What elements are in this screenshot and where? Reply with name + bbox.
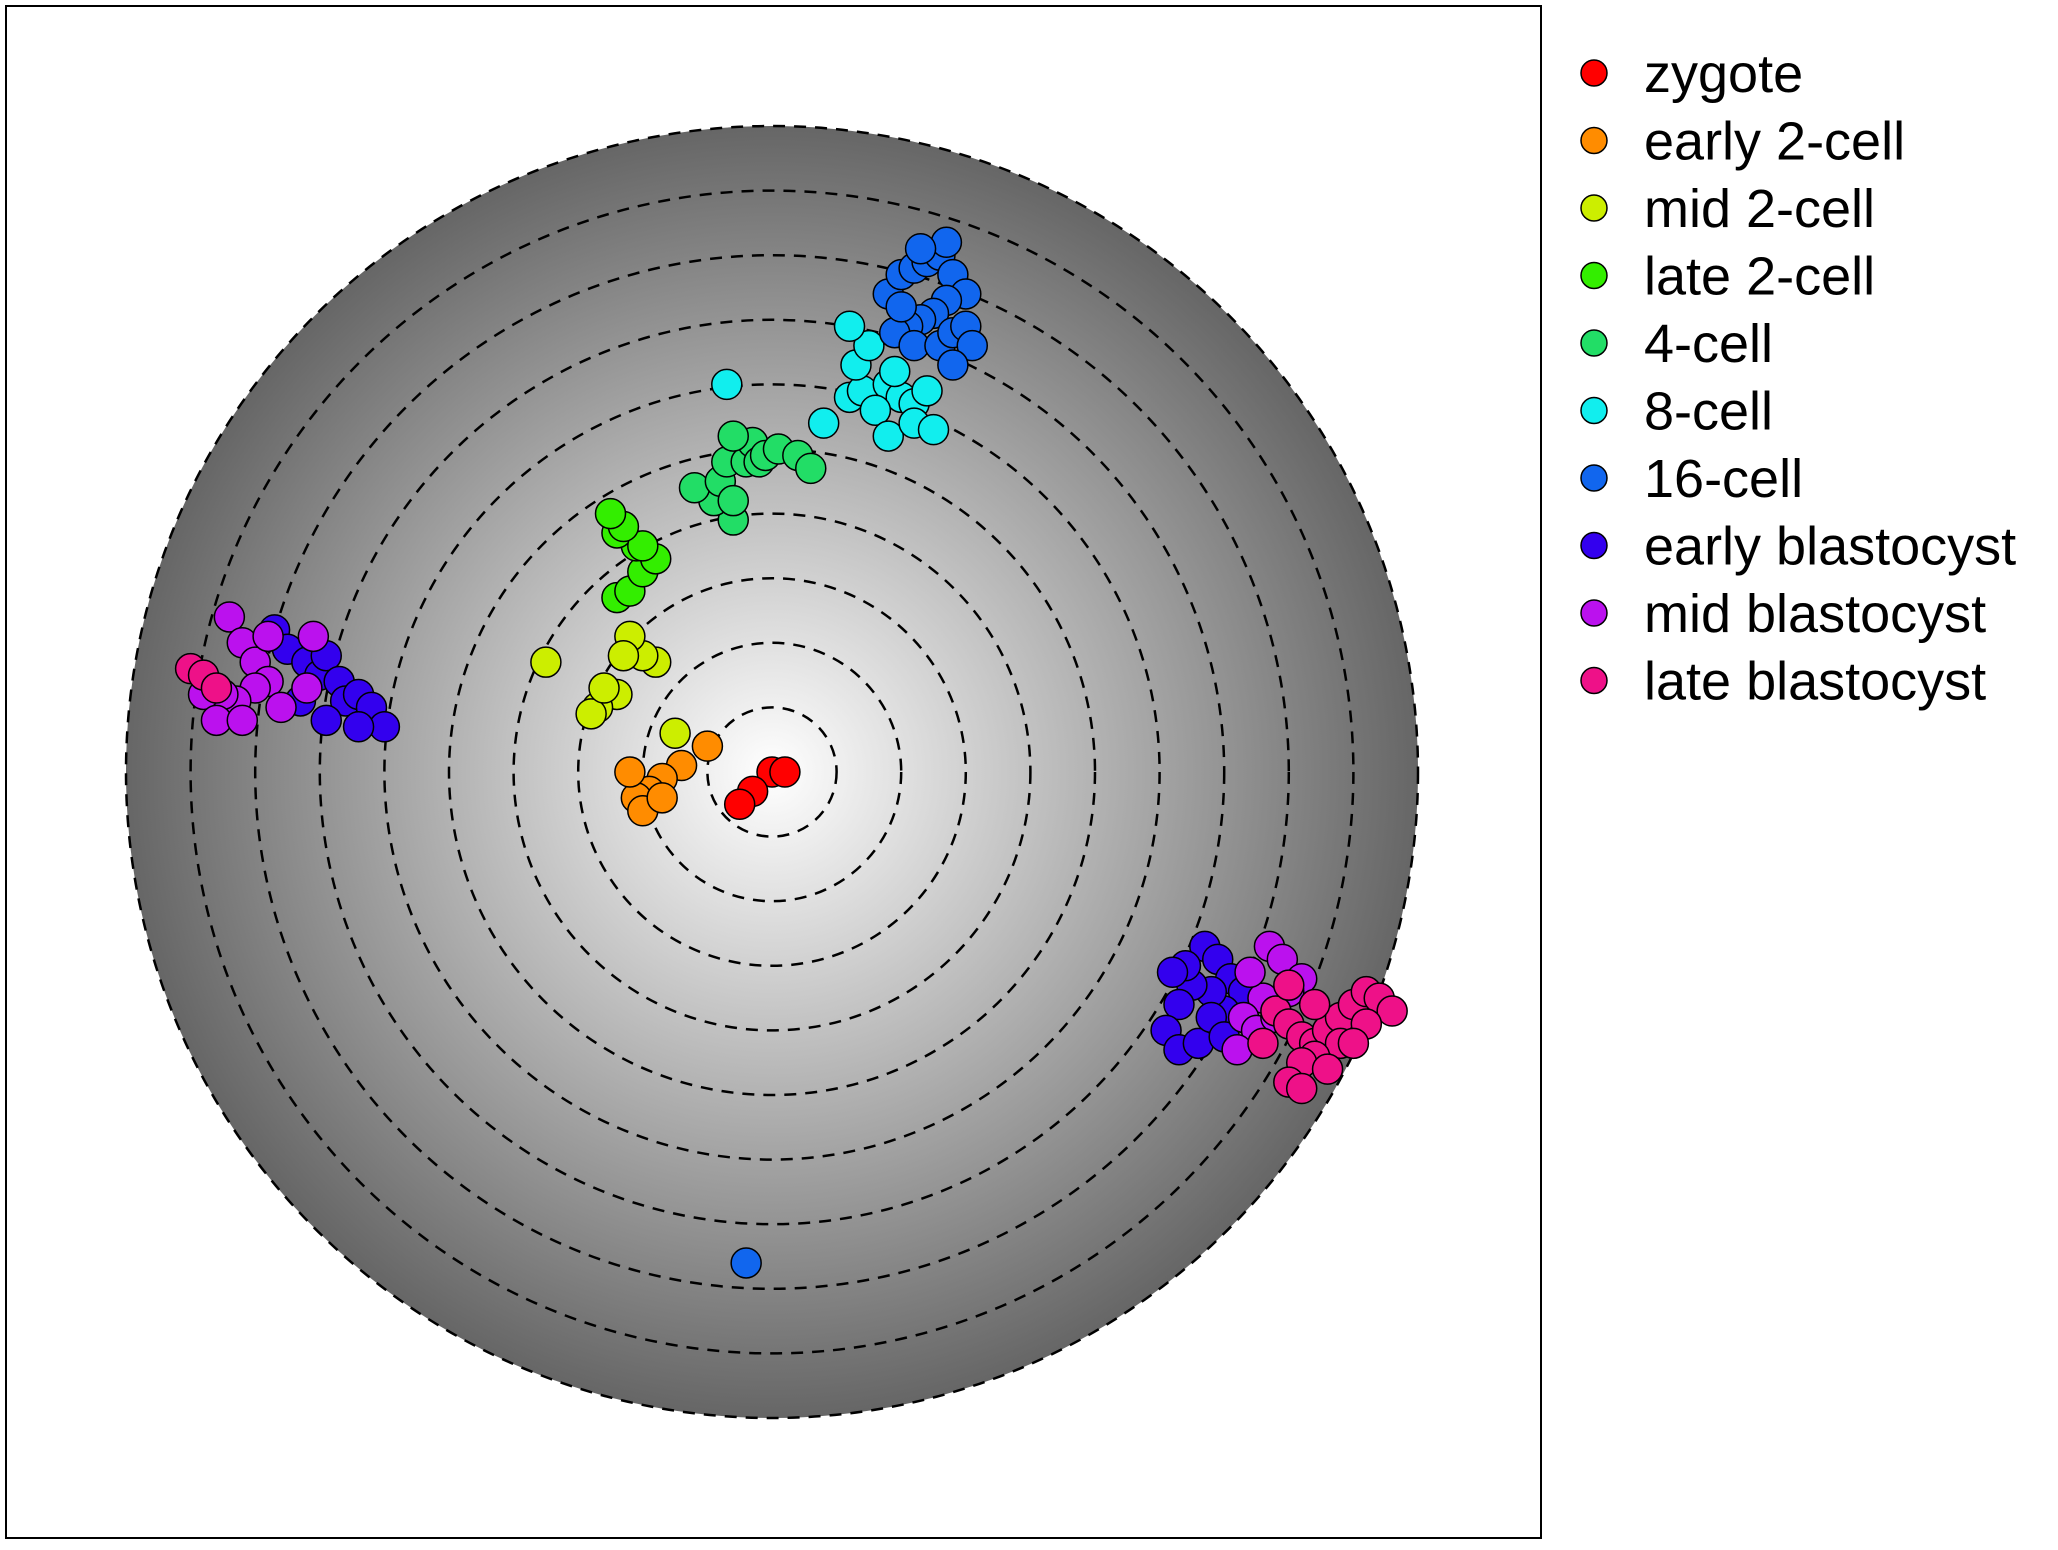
legend-label: early blastocyst [1644,517,2016,577]
data-point [853,329,885,362]
legend-marker [1580,464,1608,492]
data-points [174,226,1408,1279]
dashed-ring [253,253,1291,1291]
data-point [607,639,640,672]
legend-label: early 2-cell [1644,112,1905,172]
data-point [911,375,943,407]
data-point [614,756,646,788]
data-point [1285,1072,1318,1105]
data-point [291,672,323,704]
legend-label: zygote [1644,44,1803,104]
data-point [678,472,711,504]
data-point [310,704,343,737]
data-point [226,704,259,737]
legend-marker [1580,329,1608,357]
data-point [807,407,840,439]
data-point [1273,969,1305,1001]
dashed-ring [706,706,838,838]
data-point [904,232,937,265]
data-point [769,756,801,788]
data-point [717,420,749,452]
data-point [730,1247,762,1279]
data-point [723,788,756,821]
legend-label: 16-cell [1644,449,1803,509]
data-point [691,730,724,762]
plot-frame [5,5,1542,1539]
data-point [1298,988,1331,1021]
legend-marker [1580,666,1608,695]
data-point [588,672,620,704]
data-point [659,717,691,749]
data-point [1311,1053,1344,1085]
legend: zygote early 2-cell mid 2-cell late 2-cell 4… [1580,44,2016,712]
legend-marker [1580,194,1608,222]
data-point [265,691,297,724]
legend-label: mid blastocyst [1644,584,1986,644]
legend-label: late 2-cell [1644,247,1875,307]
legend-marker [1580,599,1608,627]
dashed-ring [189,189,1355,1355]
data-point [342,711,375,743]
data-point [859,394,892,426]
dashed-ring [512,512,1032,1032]
data-point [885,291,917,323]
legend-label: 4-cell [1644,314,1773,374]
data-point [956,329,989,362]
data-point [200,672,233,704]
dashed-ring [318,318,1226,1226]
data-point [717,484,749,517]
data-point [575,698,607,730]
data-point [594,497,627,530]
data-point [1247,1027,1279,1060]
data-point [1337,1027,1370,1060]
data-point [646,782,678,814]
data-point [1234,956,1266,989]
data-point [872,420,905,452]
legend-label: 8-cell [1644,382,1773,442]
data-point [833,310,866,343]
data-point [530,646,562,678]
data-point [1221,1034,1253,1066]
legend-label: mid 2-cell [1644,179,1875,239]
data-point [1163,988,1195,1021]
data-point [795,452,827,485]
dashed-ring [383,383,1161,1161]
data-point [627,530,659,562]
data-point [1156,956,1189,989]
data-point [711,368,743,401]
legend-marker [1580,261,1608,290]
data-point [252,620,284,653]
data-point [937,349,969,381]
data-point [213,601,246,633]
data-point [297,620,330,653]
data-point [1376,995,1408,1027]
legend-marker [1580,531,1608,560]
legend-marker [1580,59,1608,87]
data-point [930,226,963,259]
dashed-ring [576,576,968,968]
legend-marker [1580,396,1608,425]
legend-marker [1580,126,1608,155]
dashed-rings [124,124,1420,1420]
legend-label: late blastocyst [1644,652,1986,712]
data-point [917,413,950,446]
data-point [878,355,911,388]
dashed-ring [124,124,1420,1420]
